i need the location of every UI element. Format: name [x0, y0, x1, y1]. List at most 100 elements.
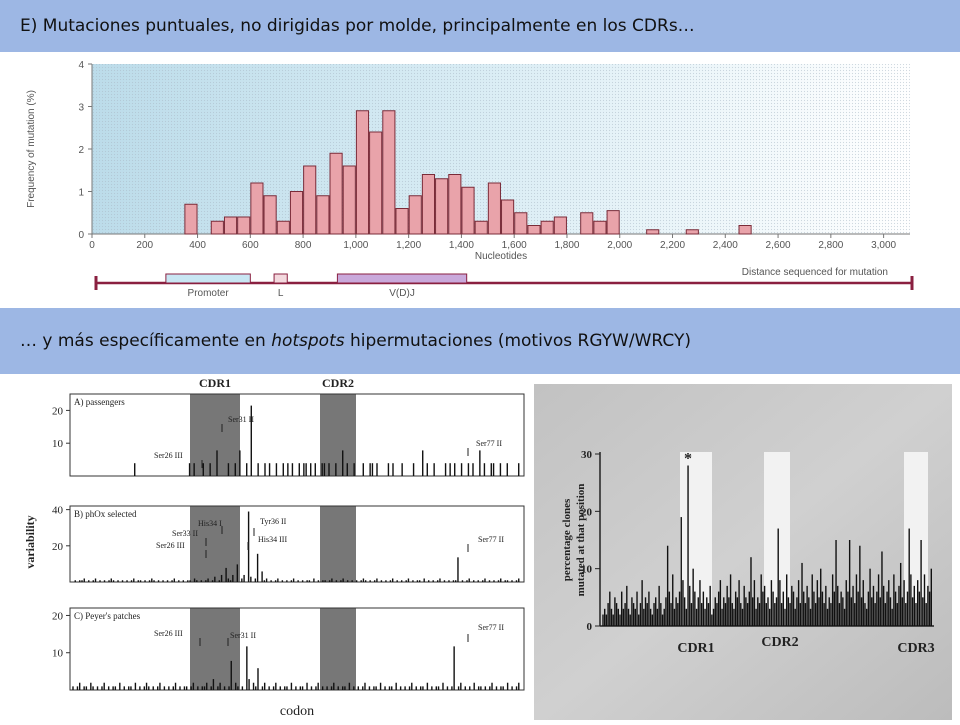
bar [303, 165, 317, 235]
y-axis-title-line2: mutated at that position [575, 484, 587, 597]
cdr-header-label: CDR1 [199, 376, 231, 390]
x-tick-label: 1,400 [449, 240, 474, 251]
residue-annotation: Ser26 III [154, 451, 183, 460]
y-tick-label: 10 [52, 438, 64, 450]
bar [395, 208, 409, 235]
panel-title: C) Peyer's patches [74, 611, 141, 621]
cdr-highlight-column [764, 452, 790, 626]
bar [184, 203, 198, 235]
bar [527, 225, 541, 235]
y-tick-label: 10 [581, 564, 593, 576]
second-heading: … y más específicamente en hotspots hipe… [20, 331, 691, 351]
x-tick-label: 0 [89, 240, 95, 251]
cdr-shaded-region [190, 608, 240, 690]
bar [369, 131, 383, 235]
residue-annotation: His34 I [198, 519, 222, 528]
track-label: Distance sequenced for mutation [742, 267, 888, 278]
residue-annotation: Ser31 II [228, 415, 254, 424]
x-tick-label: 1,200 [396, 240, 421, 251]
gene-segment [273, 273, 288, 284]
cdr-shaded-region [320, 394, 356, 476]
bar [223, 216, 238, 235]
bar [461, 186, 475, 235]
y-axis-title: variability [23, 515, 37, 568]
bar [738, 225, 752, 235]
y-tick-label: 1 [78, 188, 84, 199]
gene-segment-label: Promoter [188, 288, 230, 299]
bar [448, 174, 462, 235]
second-heading-pre: … y más específicamente en [20, 331, 272, 351]
y-tick-label: 20 [52, 610, 64, 622]
bar [237, 216, 251, 235]
residue-annotation: Ser77 II [478, 535, 504, 544]
y-tick-label: 20 [581, 506, 593, 518]
variability-svg: CDR1 CDR2 A) passengers 10 20 Ser31 II Ser26 I… [23, 376, 525, 719]
bar [408, 195, 422, 235]
x-tick-label: 2,600 [766, 240, 791, 251]
cdr-shaded-region [190, 506, 240, 582]
bar [355, 110, 370, 235]
bar [593, 220, 607, 235]
cdr-header-label: CDR2 [322, 376, 354, 390]
y-tick-label: 20 [52, 541, 64, 553]
bar [289, 191, 304, 235]
bar [342, 165, 356, 235]
y-tick-label: 0 [587, 621, 593, 633]
panel-title: A) passengers [74, 397, 125, 407]
panel-title: B) phOx selected [74, 509, 137, 519]
x-tick-label: 2,000 [607, 240, 632, 251]
y-tick-label: 3 [78, 103, 84, 114]
x-axis-title: codon [280, 704, 314, 719]
variability-chart: CDR1 CDR2 A) passengers 10 20 Ser31 II Ser26 I… [22, 376, 532, 720]
residue-annotation: Ser31 II [230, 631, 256, 640]
top-heading: E) Mutaciones puntuales, no dirigidas po… [20, 16, 695, 36]
x-tick-label: 3,000 [871, 240, 896, 251]
x-tick-label: 2,800 [818, 240, 843, 251]
bar [540, 220, 554, 235]
x-tick-label: 1,000 [343, 240, 368, 251]
mutation-frequency-svg: 0 1 2 3 4 0 200 400 600 800 1,000 1,200 1,400 1,600 1,… [26, 60, 914, 299]
panel-frame [69, 505, 525, 583]
bar [474, 220, 488, 235]
y-tick-label: 2 [78, 145, 84, 156]
bar [435, 178, 449, 235]
x-tick-label: 1,800 [554, 240, 579, 251]
residue-annotation: Ser77 II [478, 623, 504, 632]
bar [646, 229, 660, 235]
y-tick-label: 40 [52, 505, 64, 517]
y-tick-label: 10 [52, 648, 64, 660]
bar [606, 210, 620, 235]
bar [501, 199, 515, 235]
gene-segment-label: V(D)J [389, 288, 415, 299]
bar [210, 220, 224, 235]
figure-background [534, 384, 952, 720]
second-heading-post: hipermutaciones (motivos RGYW/WRCY) [344, 331, 691, 351]
bar [553, 216, 567, 235]
y-tick-label: 30 [581, 449, 593, 461]
gene-segment [165, 273, 251, 284]
cdr-highlight-column [680, 452, 712, 626]
bar [329, 152, 343, 235]
x-tick-label: 2,400 [713, 240, 738, 251]
second-heading-banner: … y más específicamente en hotspots hipe… [0, 308, 960, 374]
cdr-region-label: CDR1 [677, 641, 714, 656]
cdr-shaded-region [190, 394, 240, 476]
mutation-frequency-chart: 0 1 2 3 4 0 200 400 600 800 1,000 1,200 1,400 1,600 1,… [20, 54, 932, 306]
residue-annotation: Tyr36 II [260, 517, 287, 526]
y-axis-title-line1: percentage clones [561, 498, 573, 581]
top-heading-banner: E) Mutaciones puntuales, no dirigidas po… [0, 0, 960, 52]
bar [580, 212, 594, 235]
y-tick-label: 20 [52, 405, 64, 417]
bar [250, 182, 264, 235]
bar [421, 174, 436, 235]
residue-annotation: His34 III [258, 535, 287, 544]
x-tick-label: 1,600 [502, 240, 527, 251]
bar [316, 195, 330, 235]
bar [276, 220, 290, 235]
y-axis-title: Frequency of mutation (%) [26, 90, 37, 208]
x-tick-label: 2,200 [660, 240, 685, 251]
bar [685, 229, 699, 235]
bar [514, 212, 528, 235]
residue-annotation: Ser26 III [154, 629, 183, 638]
x-axis-title: Nucleotides [475, 251, 527, 262]
